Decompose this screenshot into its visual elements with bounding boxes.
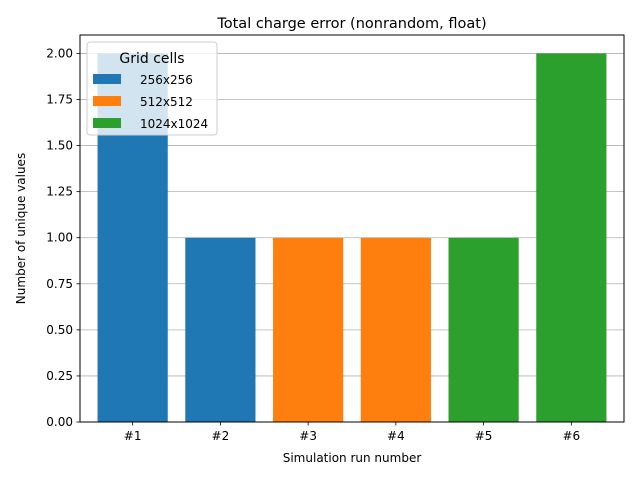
legend-label: 1024x1024 bbox=[140, 117, 208, 131]
y-tick-label: 1.75 bbox=[46, 93, 73, 107]
legend-label: 512x512 bbox=[140, 95, 193, 109]
x-tick-label: #1 bbox=[124, 429, 142, 443]
bar bbox=[185, 237, 256, 422]
y-tick-label: 1.25 bbox=[46, 185, 73, 199]
y-tick-label: 1.00 bbox=[46, 231, 73, 245]
bar bbox=[273, 237, 344, 422]
y-axis-label: Number of unique values bbox=[14, 153, 28, 304]
x-axis-label: Simulation run number bbox=[283, 451, 422, 465]
legend-title: Grid cells bbox=[119, 51, 184, 67]
y-tick-label: 0.25 bbox=[46, 369, 73, 383]
legend-swatch bbox=[93, 74, 121, 84]
legend-swatch bbox=[93, 118, 121, 128]
chart-title: Total charge error (nonrandom, float) bbox=[216, 16, 486, 32]
plot-frame bbox=[79, 34, 625, 423]
y-axis-ticks: 0.00 0.25 0.50 0.75 1.00 1.25 1.50 1.75 2.00 bbox=[46, 46, 80, 429]
y-tick-label: 0.75 bbox=[46, 277, 73, 291]
y-tick-label: 1.50 bbox=[46, 139, 73, 153]
legend-box bbox=[86, 41, 218, 136]
x-tick-label: #4 bbox=[387, 429, 405, 443]
y-tick-label: 0.50 bbox=[46, 323, 73, 337]
bar bbox=[360, 237, 431, 422]
legend: Grid cells 256x256 512x512 1024x1024 bbox=[86, 41, 218, 136]
x-tick-label: #6 bbox=[563, 429, 581, 443]
x-tick-label: #2 bbox=[212, 429, 230, 443]
legend-swatch bbox=[93, 96, 121, 106]
x-tick-label: #5 bbox=[475, 429, 493, 443]
legend-label: 256x256 bbox=[140, 73, 193, 87]
y-tick-label: 0.00 bbox=[46, 415, 73, 429]
bar bbox=[536, 53, 607, 423]
x-tick-label: #3 bbox=[299, 429, 317, 443]
x-axis-ticks: #1 #2 #3 #4 #5 #6 bbox=[124, 422, 580, 443]
y-gridlines bbox=[80, 53, 624, 423]
bar bbox=[448, 237, 519, 422]
legend-items: 256x256 512x512 1024x1024 bbox=[93, 73, 208, 131]
y-tick-label: 2.00 bbox=[46, 46, 73, 60]
